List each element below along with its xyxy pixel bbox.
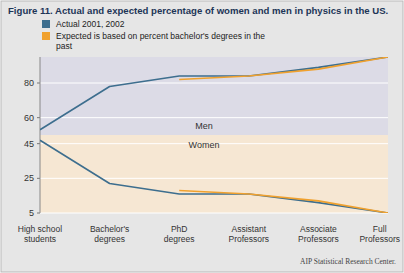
y-tick-label: 25	[24, 173, 34, 183]
x-tick-label-line: Professors	[359, 234, 400, 244]
women-region	[40, 135, 388, 213]
series-line	[179, 57, 388, 80]
series-line	[40, 140, 388, 213]
legend-label: Actual 2001, 2002	[56, 19, 276, 29]
x-tick-label: Bachelor'sdegrees	[90, 224, 129, 244]
x-tick-label-line: students	[24, 234, 56, 244]
series-line	[40, 57, 388, 130]
y-tick-label: 45	[24, 139, 34, 149]
panel	[1, 1, 403, 272]
annotation: Women	[189, 140, 220, 150]
title: Figure 11. Actual and expected percentag…	[8, 5, 388, 16]
plot-marks	[40, 57, 388, 213]
y-tick-label: 5	[29, 208, 34, 218]
men-region	[40, 57, 388, 135]
x-tick-label: FullProfessors	[359, 224, 400, 244]
x-tick-label-line: Professors	[228, 234, 269, 244]
y-tick-label: 60	[24, 113, 34, 123]
x-tick-label-line: Assistant	[232, 224, 267, 234]
x-tick-label-line: Bachelor's	[90, 224, 129, 234]
x-tick-label-line: degrees	[164, 234, 195, 244]
x-tick-label-line: High school	[18, 224, 63, 234]
y-axis	[40, 57, 41, 213]
x-tick-label-line: PhD	[171, 224, 188, 234]
grid-line	[40, 178, 388, 179]
x-tick-label: AssociateProfessors	[298, 224, 339, 244]
x-tick-label: High schoolstudents	[18, 224, 63, 244]
x-tick-label-line: degrees	[94, 234, 125, 244]
x-tick-label: AssistantProfessors	[228, 224, 269, 244]
y-tick-label: 80	[24, 78, 34, 88]
chart-root: Figure 11. Actual and expected percentag…	[0, 0, 404, 273]
legend-swatch	[42, 20, 50, 28]
series-line	[179, 190, 388, 213]
grid-line	[40, 117, 388, 118]
grid-line	[40, 213, 388, 214]
x-tick-label-line: Full	[373, 224, 387, 234]
x-tick-label-line: Associate	[300, 224, 337, 234]
source: AIP Statistical Research Center.	[300, 257, 396, 266]
legend-swatch	[42, 32, 50, 40]
x-tick-label: PhDdegrees	[164, 224, 195, 244]
x-tick-label-line: Professors	[298, 234, 339, 244]
legend-label: Expected is based on percent bachelor's …	[56, 31, 276, 51]
annotation: Men	[195, 121, 213, 131]
grid-line	[40, 83, 388, 84]
